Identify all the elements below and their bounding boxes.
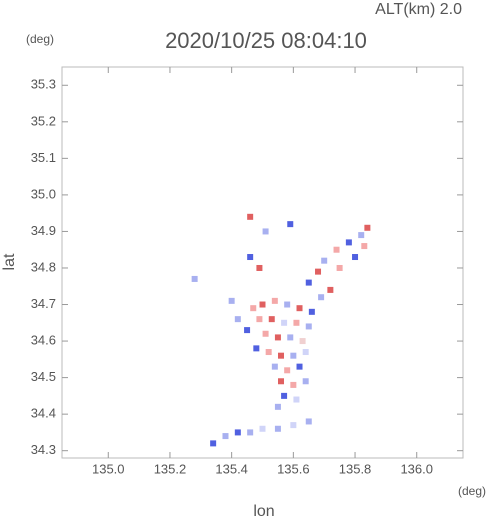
chart-title: 2020/10/25 08:04:10 [165,28,367,53]
y-tick-label: 34.6 [31,333,56,348]
data-cell [296,363,303,370]
x-unit: (deg) [458,484,486,498]
data-cell [274,425,281,432]
x-tick-label: 135.6 [277,461,310,476]
data-cell [247,429,254,436]
data-cell [268,316,275,323]
data-cell [259,301,266,308]
data-cell [281,319,288,326]
data-cell [256,264,263,271]
plot-frame [61,66,464,459]
data-cell [296,305,303,312]
data-cell [302,378,309,385]
y-tick-label: 34.5 [31,369,56,384]
data-cell [256,316,263,323]
x-tick-label: 135.4 [215,461,248,476]
data-cell [305,323,312,330]
data-cell [284,367,291,374]
y-tick-label: 35.2 [31,113,56,128]
data-cell [345,239,352,246]
data-cell [290,422,297,429]
data-cell [281,392,288,399]
data-cell [287,221,294,228]
data-cell [315,268,322,275]
data-cell [364,224,371,231]
y-tick-label: 34.7 [31,296,56,311]
x-tick-label: 135.0 [92,461,125,476]
data-cell [302,349,309,356]
y-unit: (deg) [26,32,54,46]
data-cell [293,319,300,326]
data-cell [191,275,198,282]
data-cell [234,316,241,323]
data-cell [284,301,291,308]
data-cell [247,254,254,261]
y-tick-label: 34.3 [31,442,56,457]
data-cell [278,352,285,359]
data-cell [259,425,266,432]
data-cell [253,345,260,352]
y-tick-label: 34.4 [31,406,56,421]
data-cell [293,396,300,403]
data-cell [247,213,254,220]
data-cell [274,403,281,410]
data-cell [222,433,229,440]
y-tick-label: 34.9 [31,223,56,238]
data-cell [318,294,325,301]
data-cell [321,257,328,264]
data-cell [299,338,306,345]
data-cell [287,334,294,341]
data-cell [274,334,281,341]
data-cell [278,378,285,385]
data-cell [262,228,269,235]
data-cell [228,297,235,304]
y-tick-label: 34.8 [31,259,56,274]
data-cell [305,418,312,425]
data-cell [358,232,365,239]
x-tick-label: 135.2 [154,461,187,476]
data-cell [333,246,340,253]
data-cell [290,352,297,359]
x-tick-label: 135.8 [339,461,372,476]
data-cell [327,286,334,293]
data-cell [352,254,359,261]
y-tick-label: 35.0 [31,186,56,201]
data-cell [336,264,343,271]
data-cell [234,429,241,436]
y-axis-label: lat [1,253,18,270]
data-cell [210,440,217,447]
data-cell [271,297,278,304]
data-cell [265,349,272,356]
y-tick-label: 35.3 [31,77,56,92]
data-cell [262,330,269,337]
data-cell [290,381,297,388]
data-cell [305,279,312,286]
data-cell [271,363,278,370]
y-tick-label: 35.1 [31,150,56,165]
data-cell [361,243,368,250]
x-axis-label: lon [253,503,274,520]
data-cell [244,327,251,334]
data-cell [308,308,315,315]
x-tick-label: 136.0 [400,461,433,476]
altitude-label: ALT(km) 2.0 [375,1,462,18]
data-cell [250,305,257,312]
